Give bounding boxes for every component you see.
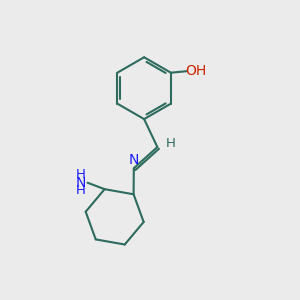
Text: H: H [76,168,86,181]
Text: N: N [76,176,86,190]
Text: OH: OH [185,64,206,78]
Text: N: N [129,153,139,167]
Text: H: H [76,184,86,197]
Text: H: H [166,137,176,150]
